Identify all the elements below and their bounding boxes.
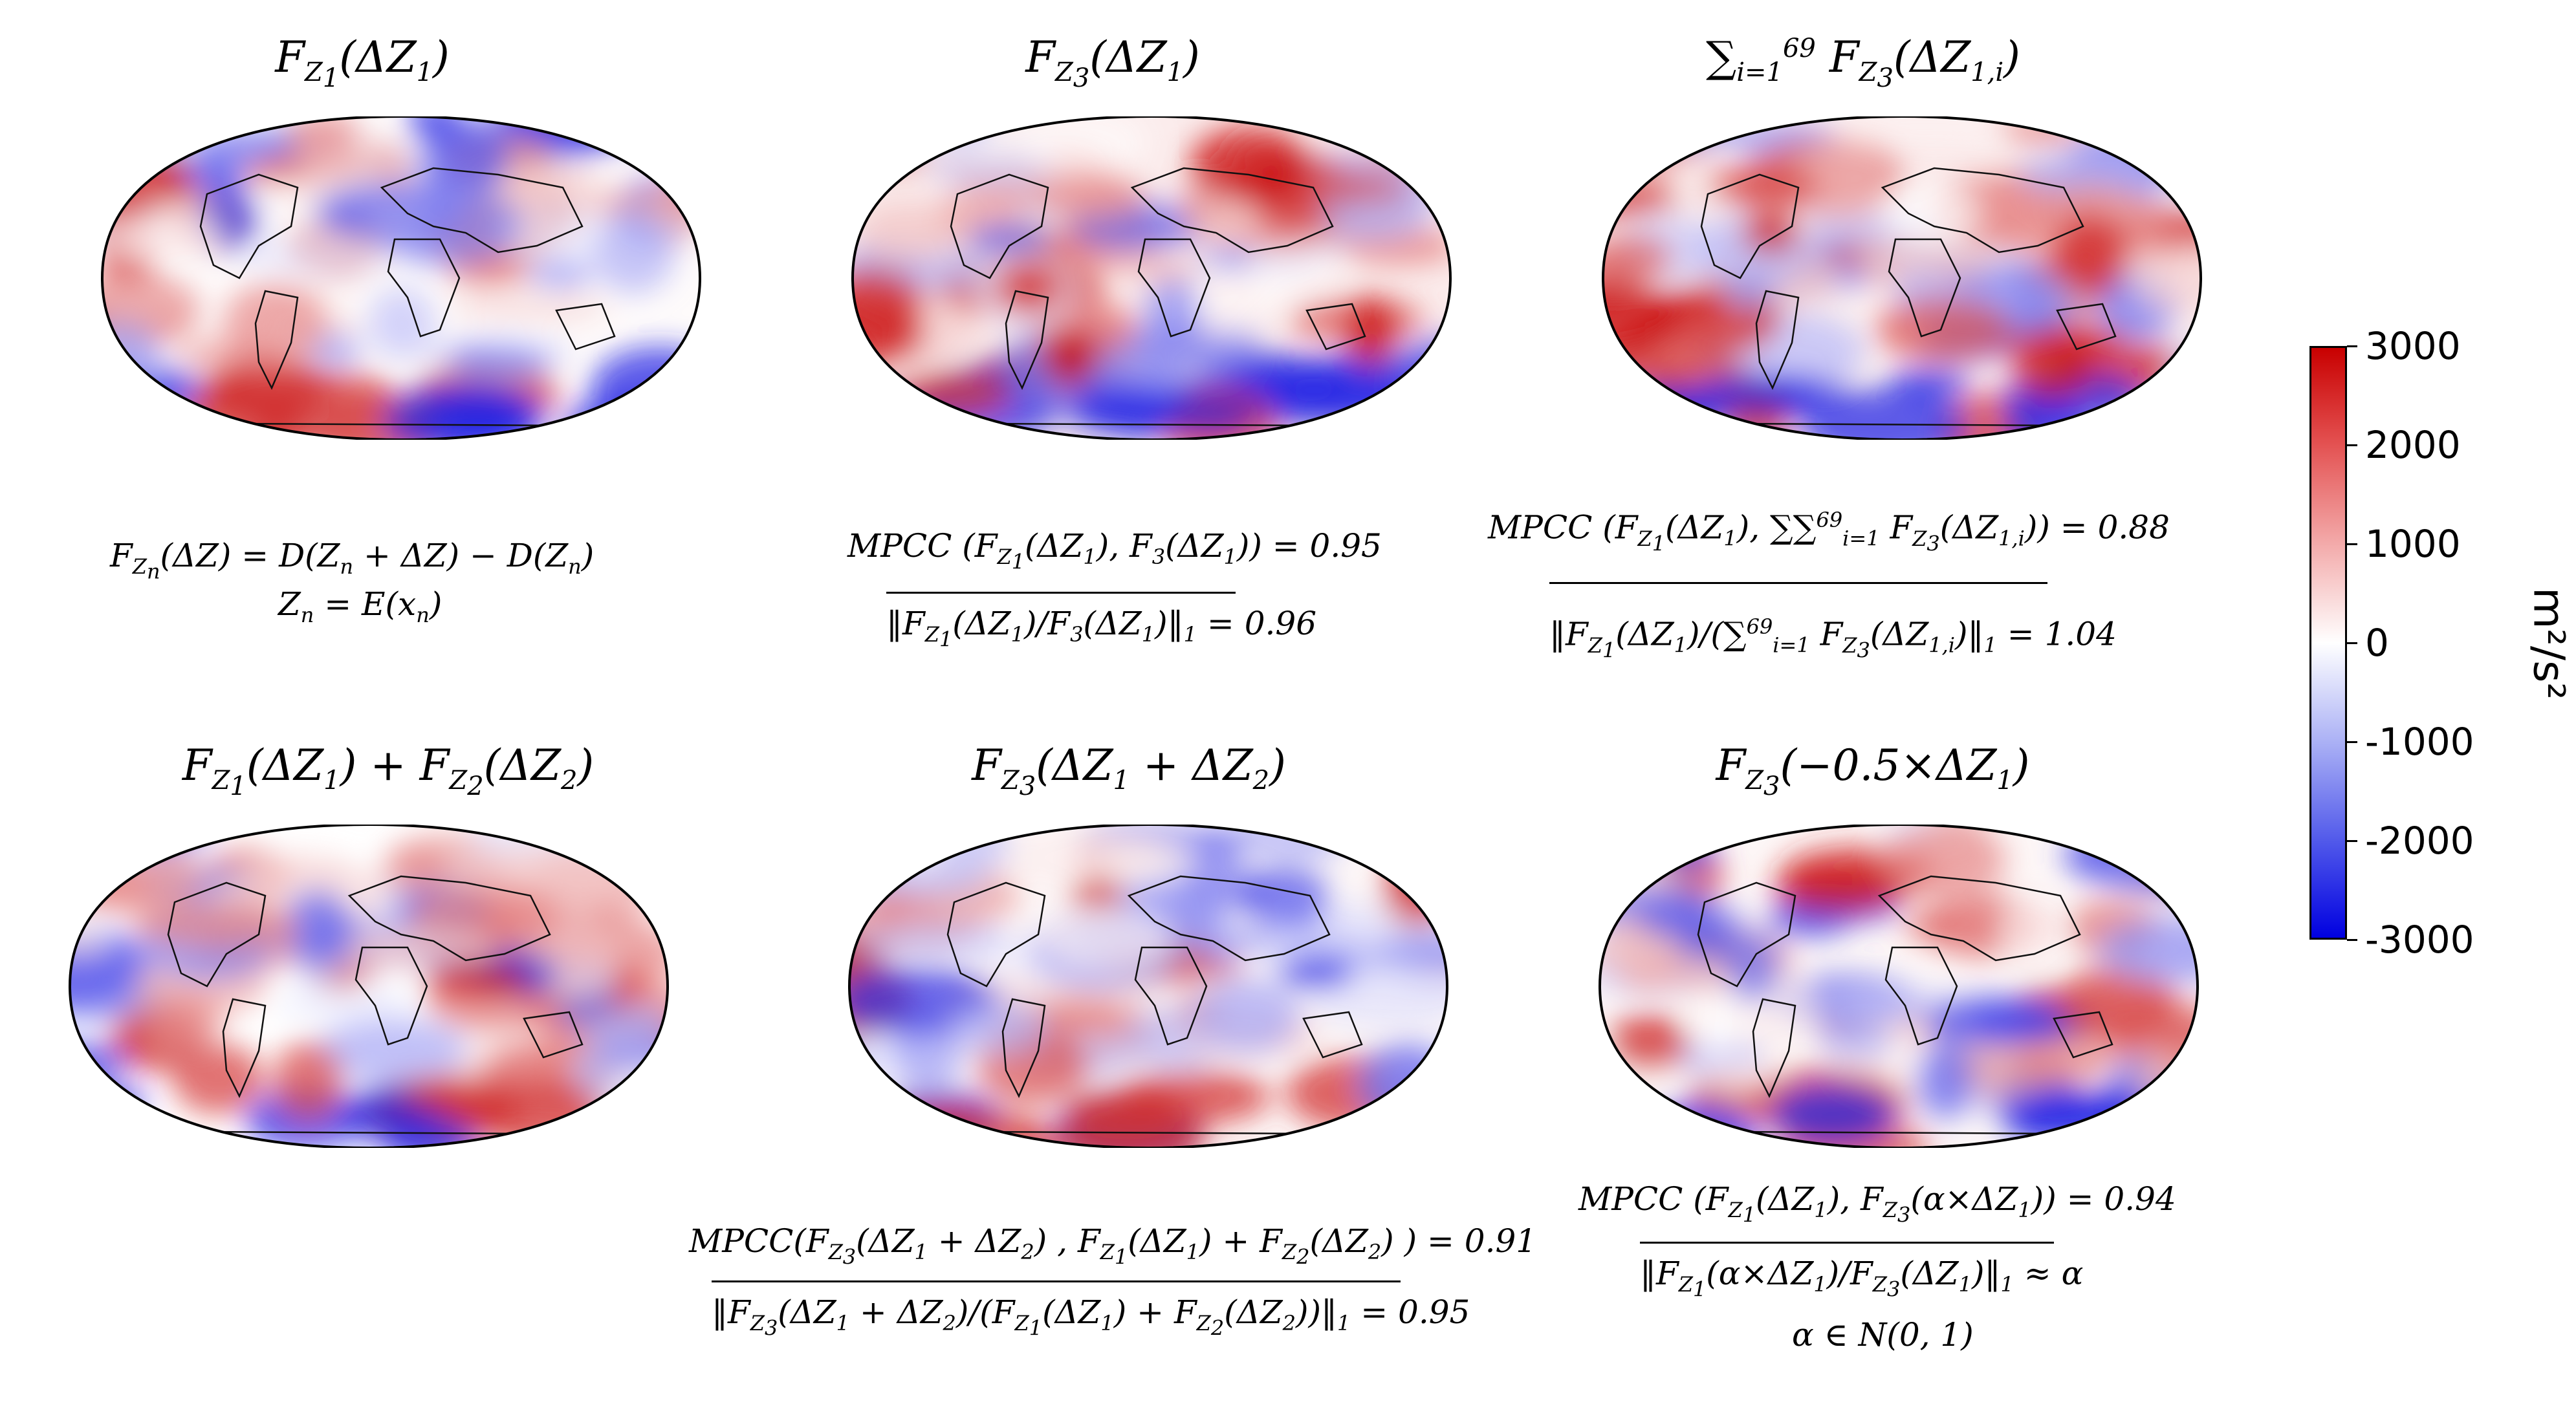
formula-norm-6: ‖FZ1(α×ΔZ1)/FZ3(ΔZ1)‖1 ≈ α [1640, 1255, 2084, 1302]
colorbar-tick-label: 1000 [2365, 522, 2461, 566]
panel-title-1: FZ1(ΔZ1) [275, 32, 450, 94]
panel-title-4: FZ1(ΔZ1) + FZ2(ΔZ2) [182, 740, 595, 802]
colorbar-unit-label: m²/s² [2524, 587, 2574, 700]
map-panel-1 [45, 116, 757, 440]
formula-norm-3: ‖FZ1(ΔZ1)/(∑69i=1 FZ3(ΔZ1,i)‖1 = 1.04 [1549, 614, 2117, 663]
formula-alpha-dist: α ∈ N(0, 1) [1792, 1316, 1974, 1354]
colorbar-tick [2347, 939, 2357, 941]
formula-mpcc-5: MPCC(FZ3(ΔZ1 + ΔZ2) , FZ1(ΔZ1) + FZ2(ΔZ2… [689, 1222, 1537, 1269]
formula-norm-5: ‖FZ3(ΔZ1 + ΔZ2)/(FZ1(ΔZ1) + FZ2(ΔZ2))‖1 … [712, 1293, 1470, 1341]
panel-title-6: FZ3(−0.5×ΔZ1) [1716, 740, 2030, 802]
colorbar-tick [2347, 840, 2357, 842]
panel-title-2: FZ3(ΔZ1) [1025, 32, 1200, 94]
colorbar-tick-label: 0 [2365, 621, 2389, 665]
formula-mpcc-6: MPCC (FZ1(ΔZ1), FZ3(α×ΔZ1)) = 0.94 [1578, 1180, 2176, 1227]
map-panel-2 [796, 116, 1507, 440]
panel-title-3: ∑i=169 FZ3(ΔZ1,i) [1706, 32, 2020, 94]
fraction-bar-3 [1549, 582, 2047, 584]
formula-norm-2: ‖FZ1(ΔZ1)/F3(ΔZ1)‖1 = 0.96 [886, 605, 1317, 652]
formula-mpcc-2: MPCC (FZ1(ΔZ1), F3(ΔZ1)) = 0.95 [847, 527, 1382, 574]
fraction-bar-5 [712, 1280, 1401, 1282]
formula-encoder: Zn = E(xn) [278, 585, 442, 627]
formula-mpcc-3: MPCC (FZ1(ΔZ1), ∑∑69i=1 FZ3(ΔZ1,i)) = 0.… [1488, 508, 2170, 556]
colorbar-tick-label: 2000 [2365, 423, 2461, 467]
map-panel-5 [792, 825, 1504, 1148]
fraction-bar-2 [886, 592, 1236, 594]
colorbar-tick-label: -2000 [2365, 819, 2474, 863]
colorbar-tick [2347, 642, 2357, 644]
colorbar-tick [2347, 543, 2357, 545]
colorbar-tick [2347, 741, 2357, 743]
map-panel-6 [1543, 825, 2254, 1148]
formula-definition: FZn(ΔZ) = D(Zn + ΔZ) − D(Zn) [110, 537, 595, 584]
colorbar-tick-label: -1000 [2365, 720, 2474, 764]
colorbar-tick [2347, 444, 2357, 446]
colorbar-tick-label: 3000 [2365, 324, 2461, 368]
colorbar-tick-label: -3000 [2365, 918, 2474, 962]
fraction-bar-6 [1640, 1242, 2054, 1244]
map-panel-3 [1546, 116, 2258, 440]
colorbar [2309, 346, 2347, 940]
colorbar-tick [2347, 345, 2357, 347]
panel-title-5: FZ3(ΔZ1 + ΔZ2) [972, 740, 1286, 802]
map-panel-4 [13, 825, 725, 1148]
